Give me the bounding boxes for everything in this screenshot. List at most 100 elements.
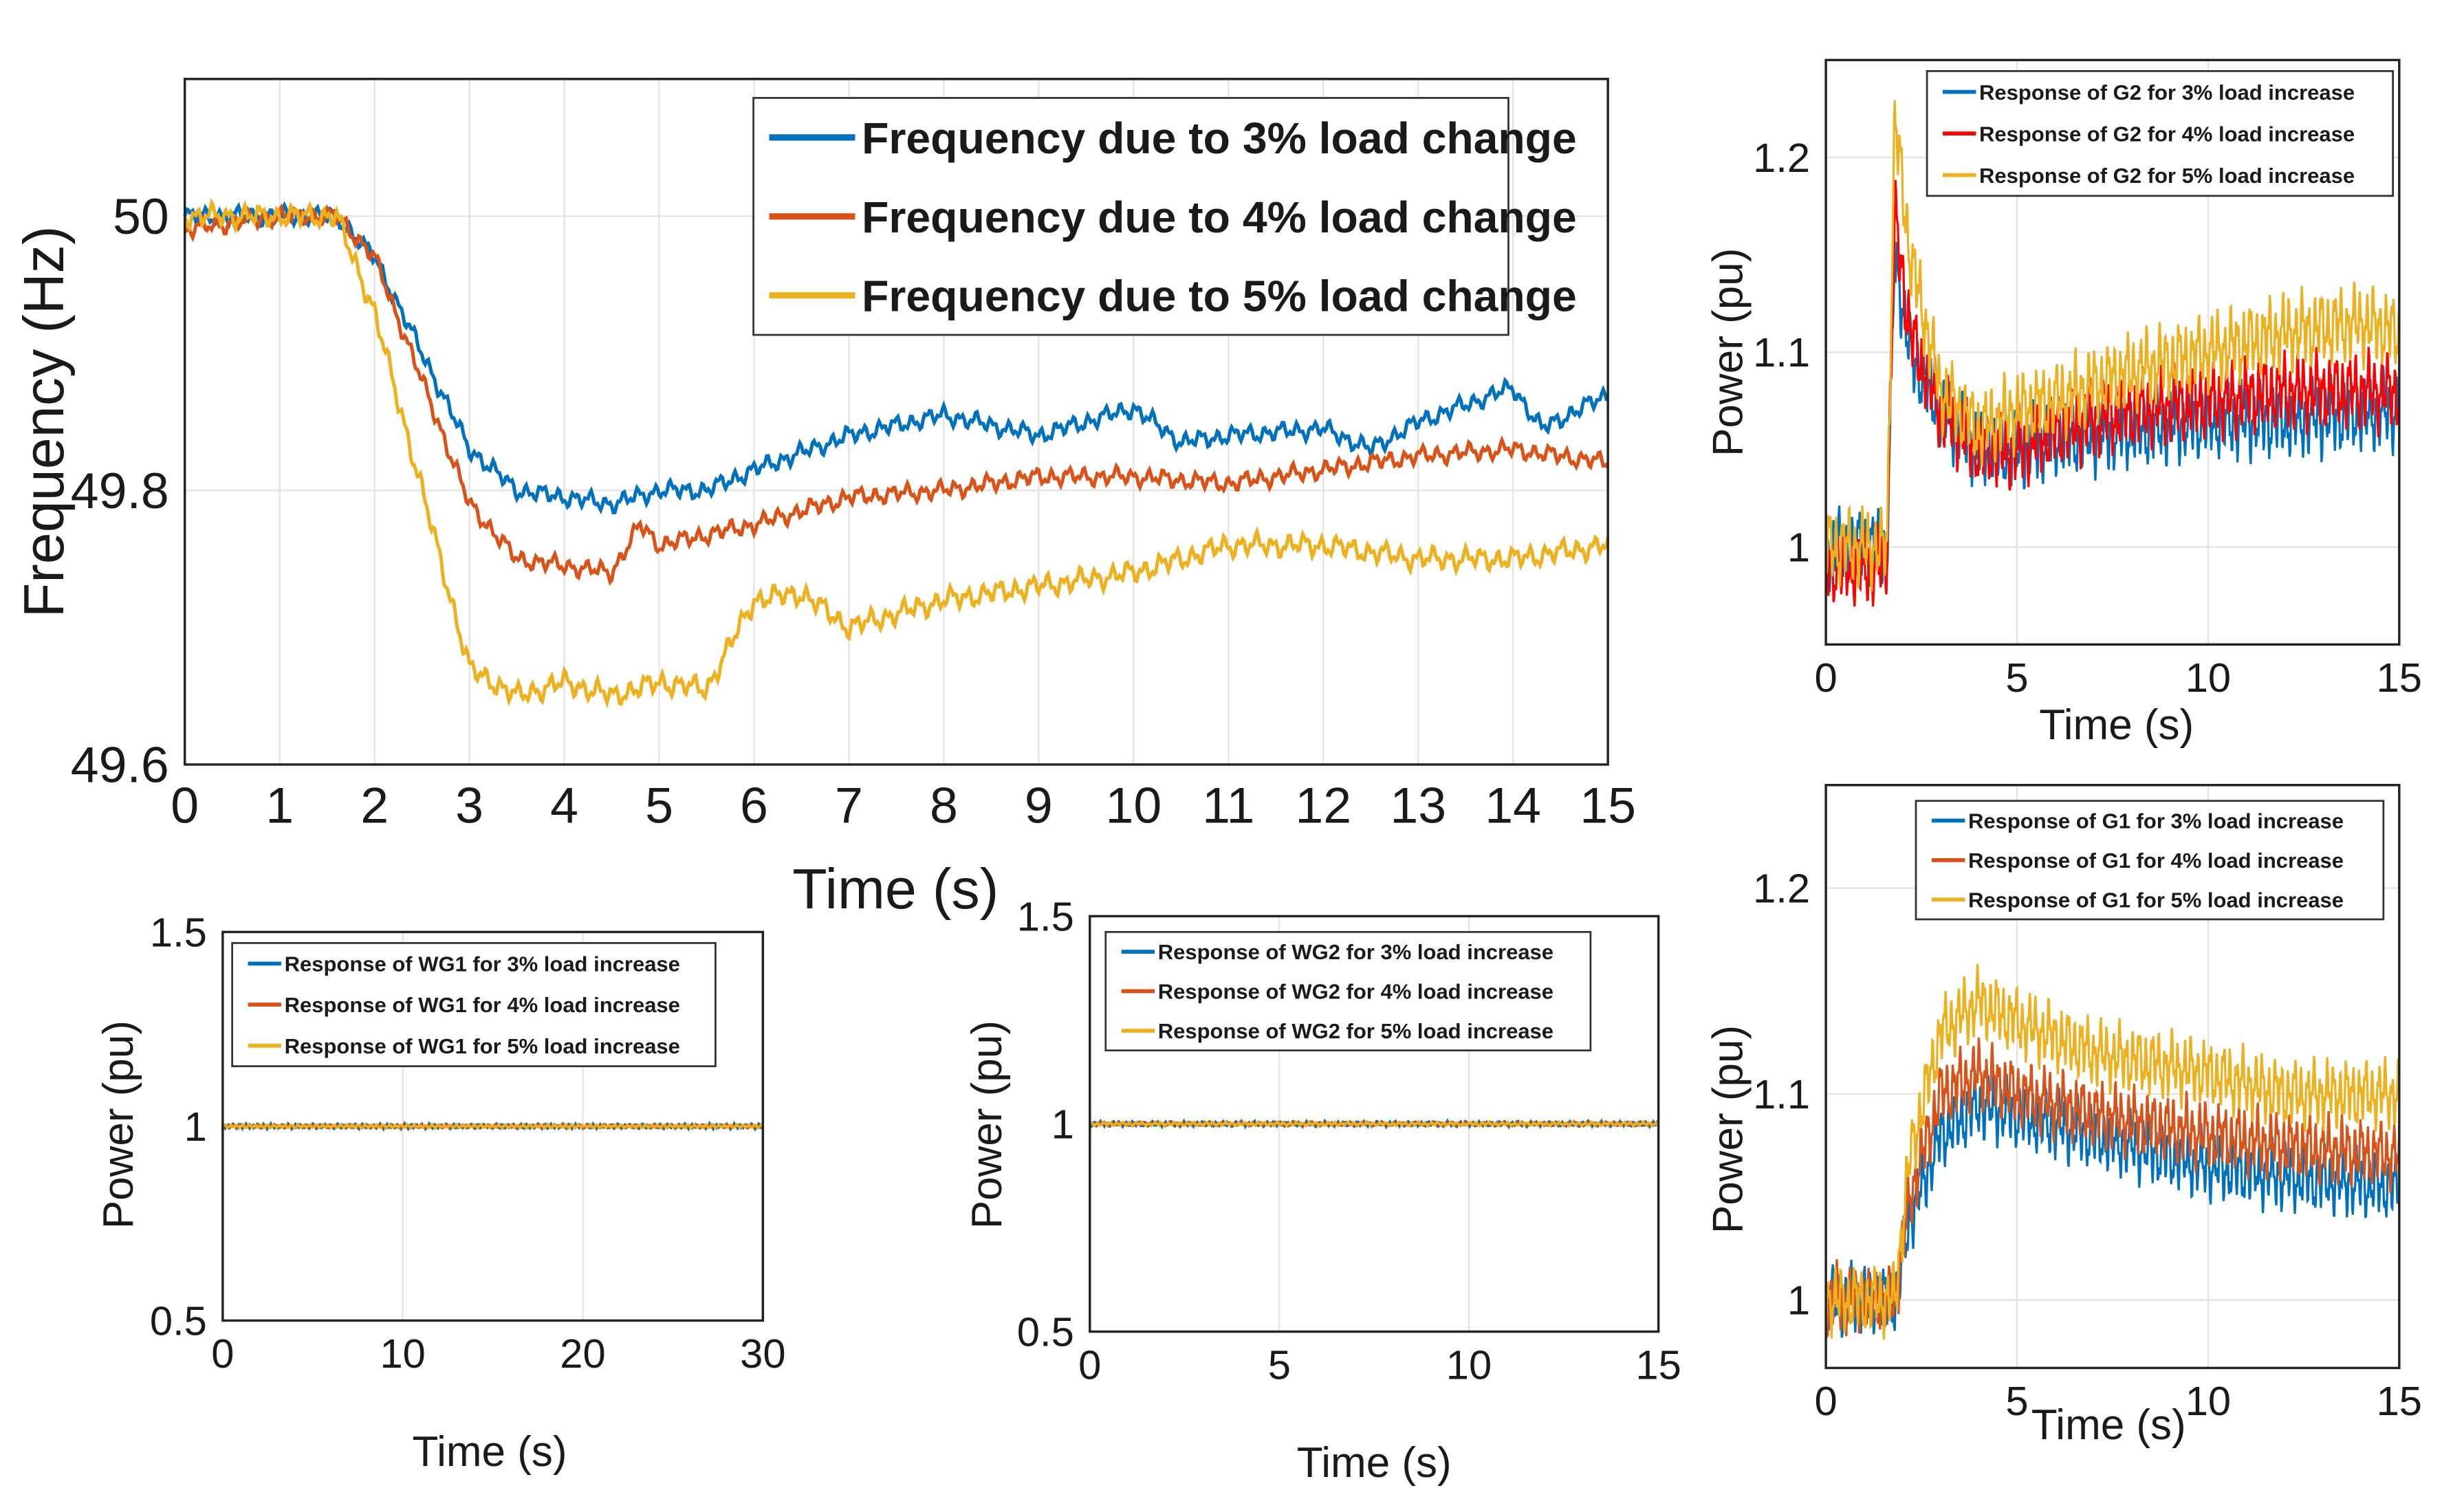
legend-label: Response of WG1 for 4% load increase: [285, 993, 680, 1017]
series-line-5pct: [1824, 100, 2401, 592]
y-tick-label: 49.8: [71, 462, 169, 519]
legend-box: [752, 97, 1509, 336]
x-tick-label: 5: [2005, 1378, 2028, 1424]
legend-box: [1915, 800, 2385, 921]
y-tick-label: 1.1: [1753, 329, 1810, 375]
legend-box: [1926, 69, 2395, 197]
x-tick-label: 13: [1390, 776, 1446, 833]
y-tick-label: 1: [1787, 1277, 1810, 1323]
x-tick-label: 20: [560, 1331, 605, 1377]
x-tick-label: 0: [171, 776, 199, 833]
x-axis-label: Time (s): [792, 857, 999, 921]
y-tick-label: 50: [113, 188, 169, 245]
y-axis-label: Power (pu): [95, 1020, 142, 1229]
y-tick-label: 1.1: [1753, 1071, 1810, 1117]
series-line-5pct: [183, 198, 1610, 709]
legend-label: Response of G1 for 4% load increase: [1968, 849, 2344, 873]
axes-box: [1824, 784, 2401, 1370]
y-tick-label: 1: [1787, 525, 1810, 571]
y-tick-label: 1.5: [150, 909, 207, 955]
y-tick-label: 1.2: [1753, 135, 1810, 181]
x-tick-label: 8: [930, 776, 958, 833]
y-axis-label: Power (pu): [1704, 248, 1752, 457]
legend-label: Frequency due to 4% load change: [862, 193, 1577, 242]
chart-wg1: 0 10 20 30 0.5 1 1.5 Response of WG1 for 3% loa…: [95, 909, 786, 1476]
x-axis-label: Time (s): [413, 1428, 567, 1476]
legend-label: Response of WG1 for 5% load increase: [285, 1034, 680, 1058]
series-line-4pct: [1824, 1037, 2401, 1340]
legend-label: Response of WG2 for 5% load increase: [1158, 1019, 1553, 1043]
legend-label: Response of WG2 for 3% load increase: [1158, 940, 1553, 964]
series-line-5pct: [1824, 963, 2401, 1340]
x-tick-label: 0: [1078, 1342, 1101, 1388]
y-axis-label: Frequency (Hz): [12, 226, 76, 617]
x-tick-label: 14: [1485, 776, 1541, 833]
axes-box: [1824, 58, 2401, 646]
y-tick-label: 0.5: [150, 1298, 207, 1344]
legend-label: Frequency due to 3% load change: [862, 113, 1577, 163]
axes-box: [1089, 915, 1660, 1333]
x-tick-label: 30: [740, 1331, 785, 1377]
x-tick-label: 9: [1025, 776, 1053, 833]
y-tick-label: 1: [184, 1104, 207, 1150]
legend-label: Frequency due to 5% load change: [862, 272, 1577, 321]
legend: Response of G1 for 3% load increase Respo…: [1915, 800, 2385, 921]
x-tick-label: 6: [740, 776, 768, 833]
x-tick-label: 2: [360, 776, 389, 833]
legend-label: Response of G2 for 3% load increase: [1979, 80, 2355, 105]
legend-box: [231, 942, 717, 1068]
legend: Frequency due to 3% load change Frequency…: [752, 97, 1577, 336]
chart-main: 0 1 2 3 4 5 6 7 8 9 10 11 12 13 14 1549.649.850Frequenc…: [12, 78, 1636, 921]
y-tick-label: 1.5: [1017, 893, 1074, 939]
chart-g1: 0 5 10 15 1 1.1 1.2 Response of G1 for 3% load …: [1704, 784, 2422, 1449]
y-tick-label: 49.6: [71, 736, 169, 794]
legend: Response of WG2 for 3% load increase Resp…: [1104, 930, 1592, 1052]
x-tick-label: 0: [1814, 1378, 1837, 1424]
legend-label: Response of WG2 for 4% load increase: [1158, 980, 1553, 1004]
series-line-5pct: [221, 1122, 764, 1131]
x-tick-label: 0: [211, 1331, 234, 1377]
x-axis-label: Time (s): [1297, 1439, 1452, 1487]
y-tick-label: 0.5: [1017, 1309, 1074, 1355]
x-tick-label: 15: [1580, 776, 1636, 833]
x-tick-label: 10: [380, 1331, 425, 1377]
y-tick-label: 1: [1051, 1101, 1074, 1147]
y-tick-label: 1.2: [1753, 865, 1810, 911]
legend-label: Response of G2 for 4% load increase: [1979, 122, 2355, 146]
series-line-5pct: [1089, 1119, 1659, 1128]
x-tick-label: 4: [550, 776, 578, 833]
x-axis-label: Time (s): [2039, 701, 2194, 749]
legend-label: Response of G2 for 5% load increase: [1979, 164, 2355, 188]
x-tick-label: 5: [2005, 655, 2028, 701]
y-axis-label: Power (pu): [1704, 1025, 1752, 1234]
x-tick-label: 10: [1446, 1342, 1492, 1388]
legend-label: Response of G1 for 5% load increase: [1968, 888, 2344, 912]
x-tick-label: 5: [645, 776, 673, 833]
axes-box: [184, 78, 1609, 766]
legend: Response of WG1 for 3% load increase Resp…: [231, 942, 717, 1068]
x-tick-label: 15: [1635, 1342, 1681, 1388]
x-tick-label: 5: [1268, 1342, 1291, 1388]
x-tick-label: 7: [835, 776, 863, 833]
legend-box: [1104, 930, 1592, 1052]
axes-box: [221, 930, 765, 1322]
x-tick-label: 0: [1814, 655, 1837, 701]
x-tick-label: 11: [1202, 776, 1254, 833]
y-axis-label: Power (pu): [963, 1020, 1011, 1229]
x-tick-label: 3: [455, 776, 483, 833]
chart-wg2: 0 5 10 15 0.5 1 1.5 Response of WG2 for 3% load…: [963, 893, 1681, 1487]
x-axis-label: Time (s): [2031, 1401, 2186, 1449]
legend-label: Response of WG1 for 3% load increase: [285, 952, 680, 976]
x-tick-label: 15: [2377, 1378, 2422, 1424]
x-tick-label: 10: [2185, 1378, 2231, 1424]
x-tick-label: 15: [2377, 655, 2422, 701]
series-line-4pct: [1824, 179, 2401, 607]
chart-g2: 0 5 10 15 1 1.1 1.2 Response of G2 for 3% load …: [1704, 58, 2422, 749]
x-tick-label: 10: [1105, 776, 1162, 833]
x-tick-label: 12: [1295, 776, 1351, 833]
series-line-4pct: [183, 203, 1610, 586]
x-tick-label: 1: [265, 776, 294, 833]
legend-label: Response of G1 for 3% load increase: [1968, 809, 2344, 833]
legend: Response of G2 for 3% load increase Respo…: [1926, 69, 2395, 197]
